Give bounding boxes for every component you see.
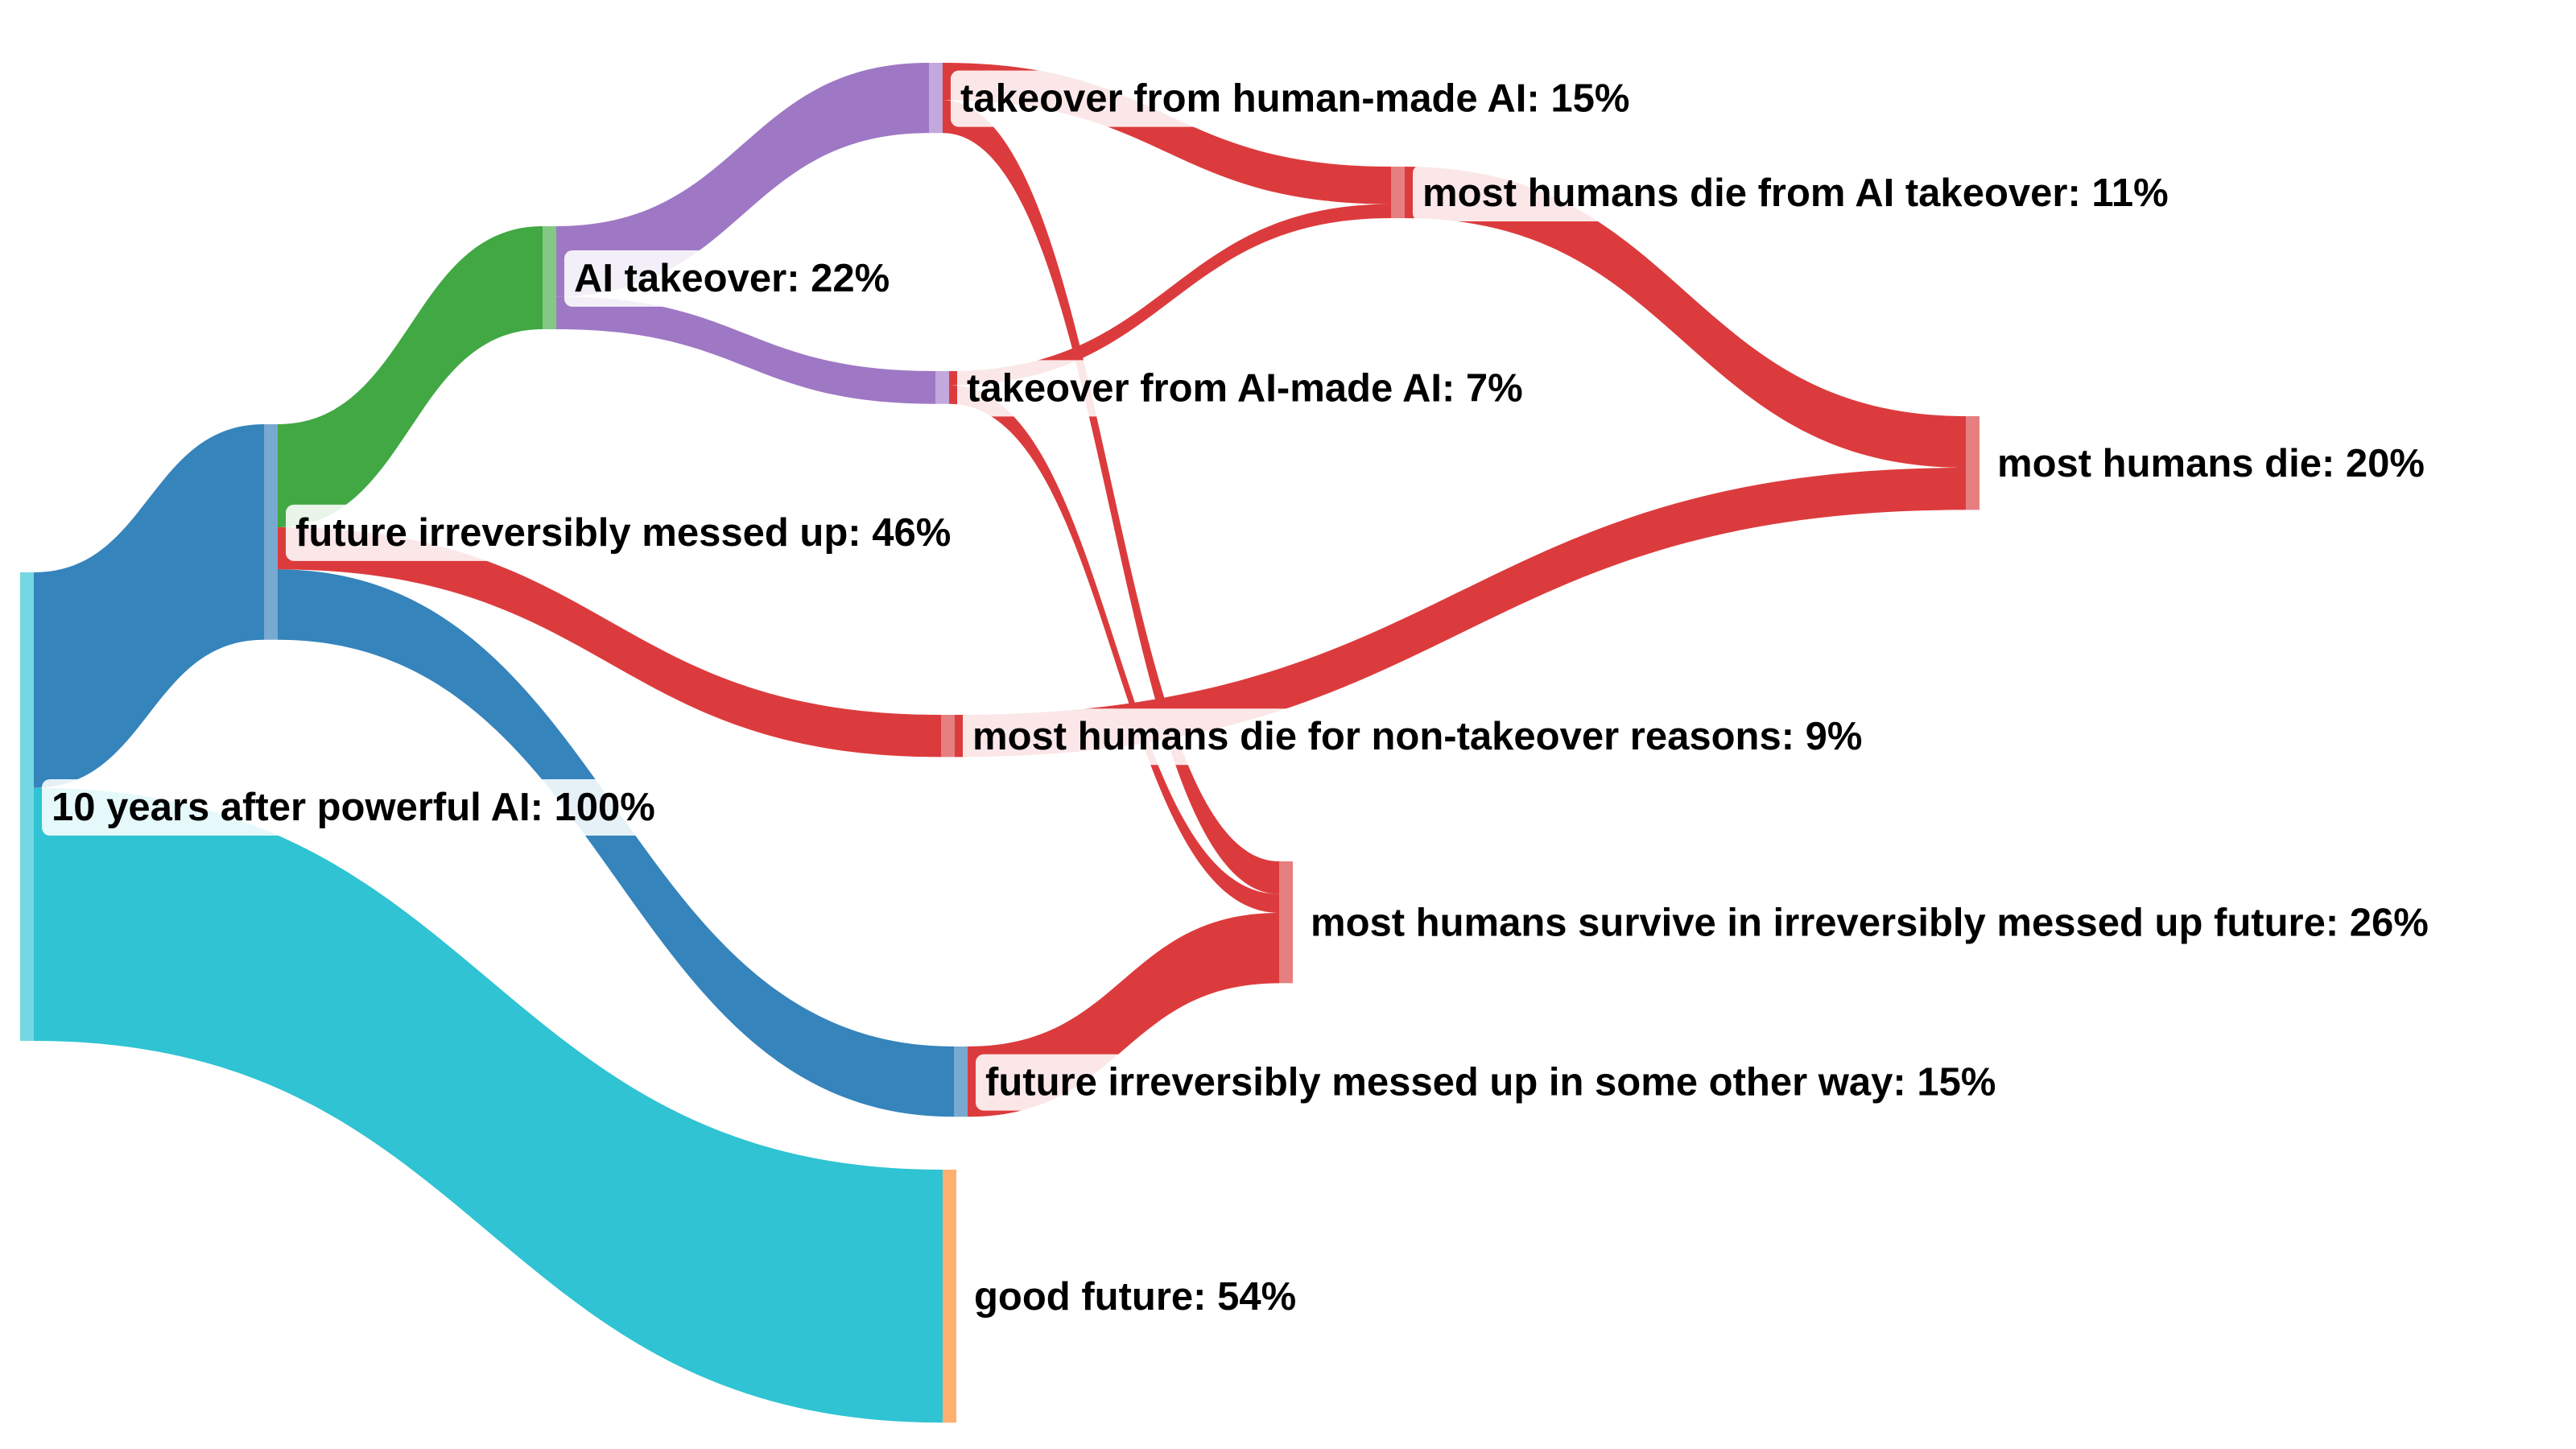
node-8[interactable] <box>1391 167 1405 219</box>
label-background <box>963 708 1872 766</box>
link-8-to-10[interactable] <box>1405 167 1966 469</box>
label-background <box>951 70 1640 127</box>
link-4-to-10[interactable] <box>955 468 1966 758</box>
node-label-5: future irreversibly messed up in some ot… <box>976 1054 2006 1111</box>
node-label-text: AI takeover: 22% <box>574 257 890 300</box>
link-0-to-2[interactable] <box>34 787 943 1423</box>
label-background <box>1413 165 2178 222</box>
link-3-to-6[interactable] <box>556 63 929 297</box>
node-label-2: good future: 54% <box>964 1269 1307 1326</box>
label-background <box>1988 436 2434 493</box>
label-background <box>957 360 1533 417</box>
node-1[interactable] <box>264 424 278 640</box>
link-0-to-1[interactable] <box>34 424 264 788</box>
nodes-layer <box>20 63 1979 1423</box>
links-layer <box>34 63 1966 1423</box>
link-1-to-4[interactable] <box>278 527 941 758</box>
label-background <box>1301 894 2438 952</box>
node-label-text: most humans die: 20% <box>1997 442 2425 485</box>
labels-layer: 10 years after powerful AI: 100% future i… <box>42 70 2438 1326</box>
node-label-1: future irreversibly messed up: 46% <box>286 504 961 561</box>
node-label-10: most humans die: 20% <box>1988 436 2434 493</box>
node-label-text: most humans die from AI takeover: 11% <box>1422 171 2169 215</box>
node-0[interactable] <box>20 572 34 1041</box>
link-6-to-9[interactable] <box>943 100 1279 894</box>
node-label-9: most humans survive in irreversibly mess… <box>1301 894 2438 952</box>
node-label-text: takeover from AI-made AI: 7% <box>967 366 1523 410</box>
label-background <box>564 250 900 308</box>
node-10[interactable] <box>1966 416 1979 510</box>
link-3-to-7[interactable] <box>556 296 935 404</box>
node-label-text: most humans survive in irreversibly mess… <box>1311 902 2429 945</box>
label-background <box>42 779 665 836</box>
node-label-text: 10 years after powerful AI: 100% <box>52 786 655 829</box>
node-5[interactable] <box>954 1046 968 1117</box>
label-background <box>286 504 961 561</box>
node-label-text: most humans die for non-takeover reasons… <box>972 715 1863 758</box>
node-9[interactable] <box>1279 861 1293 984</box>
node-label-0: 10 years after powerful AI: 100% <box>42 779 665 836</box>
node-2[interactable] <box>943 1170 956 1423</box>
node-label-text: future irreversibly messed up: 46% <box>295 511 951 555</box>
node-label-7: takeover from AI-made AI: 7% <box>957 360 1533 417</box>
node-7[interactable] <box>935 371 949 404</box>
label-background <box>964 1269 1307 1326</box>
node-3[interactable] <box>543 226 556 330</box>
link-7-to-9[interactable] <box>949 385 1279 914</box>
node-label-4: most humans die for non-takeover reasons… <box>963 708 1872 766</box>
label-background <box>976 1054 2006 1111</box>
node-label-3: AI takeover: 22% <box>564 250 900 308</box>
node-label-8: most humans die from AI takeover: 11% <box>1413 165 2178 222</box>
link-1-to-5[interactable] <box>278 569 954 1117</box>
node-6[interactable] <box>929 63 943 134</box>
node-label-text: future irreversibly messed up in some ot… <box>985 1061 1996 1104</box>
node-4[interactable] <box>941 715 955 758</box>
node-label-text: good future: 54% <box>974 1275 1296 1319</box>
node-label-6: takeover from human-made AI: 15% <box>951 70 1640 127</box>
link-7-to-8[interactable] <box>949 204 1391 386</box>
node-label-text: takeover from human-made AI: 15% <box>960 77 1629 121</box>
link-1-to-3[interactable] <box>278 226 543 528</box>
